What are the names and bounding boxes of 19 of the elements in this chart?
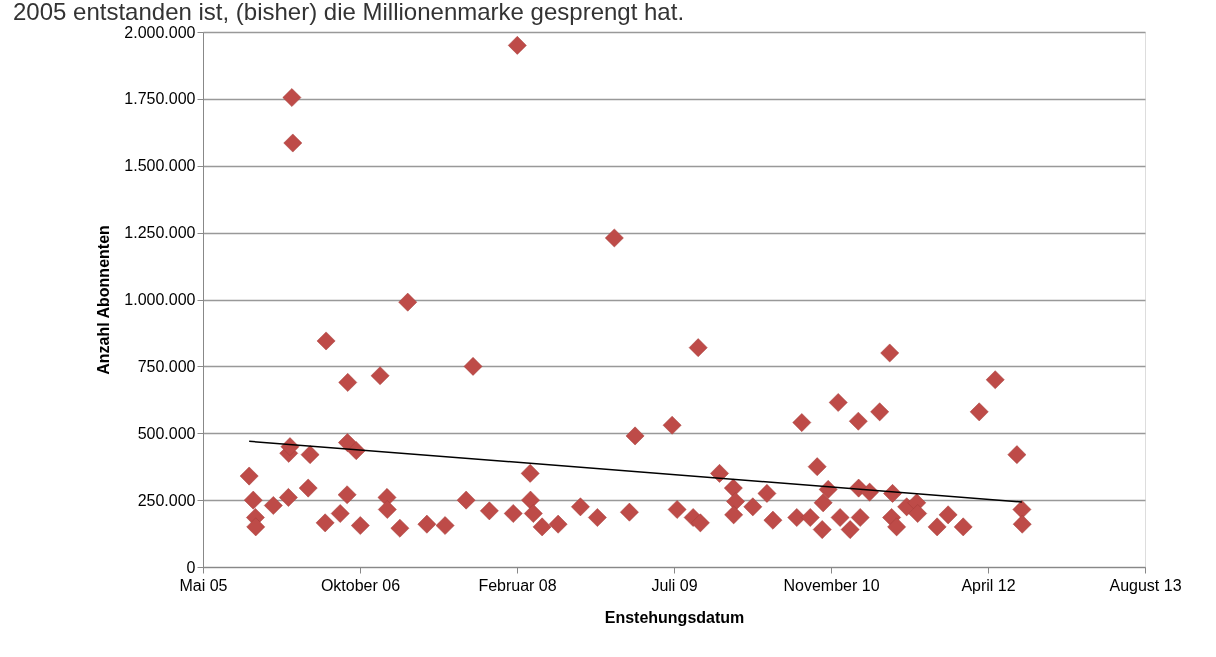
y-tick-label: 1.000.000	[124, 291, 196, 308]
y-tick-label: 1.250.000	[124, 224, 196, 242]
y-tick-label: 500.000	[137, 424, 196, 442]
x-tick-label: Mai 05	[179, 576, 228, 594]
x-tick-label: August 13	[1109, 576, 1182, 594]
y-tick-label: 750.000	[137, 357, 196, 375]
y-tick-label: 1.750.000	[124, 90, 196, 108]
y-tick-label: 1.500.000	[124, 157, 196, 175]
y-tick-label: 0	[186, 558, 196, 576]
x-tick-label: April 12	[961, 576, 1016, 594]
x-tick-label: Juli 09	[651, 576, 698, 594]
x-axis-title: Enstehungsdatum	[604, 608, 745, 626]
y-tick-label: 2.000.000	[124, 23, 196, 41]
x-tick-label: Februar 08	[478, 576, 557, 594]
x-tick-label: November 10	[783, 576, 880, 594]
y-tick-label: 250.000	[137, 491, 196, 509]
x-tick-label: Oktober 06	[320, 576, 401, 594]
text: 2005 entstanden ist, (bisher) die Millionenmarke gesprengt hat.	[13, 0, 685, 25]
y-axis-title: Anzahl Abonnenten	[95, 225, 113, 375]
